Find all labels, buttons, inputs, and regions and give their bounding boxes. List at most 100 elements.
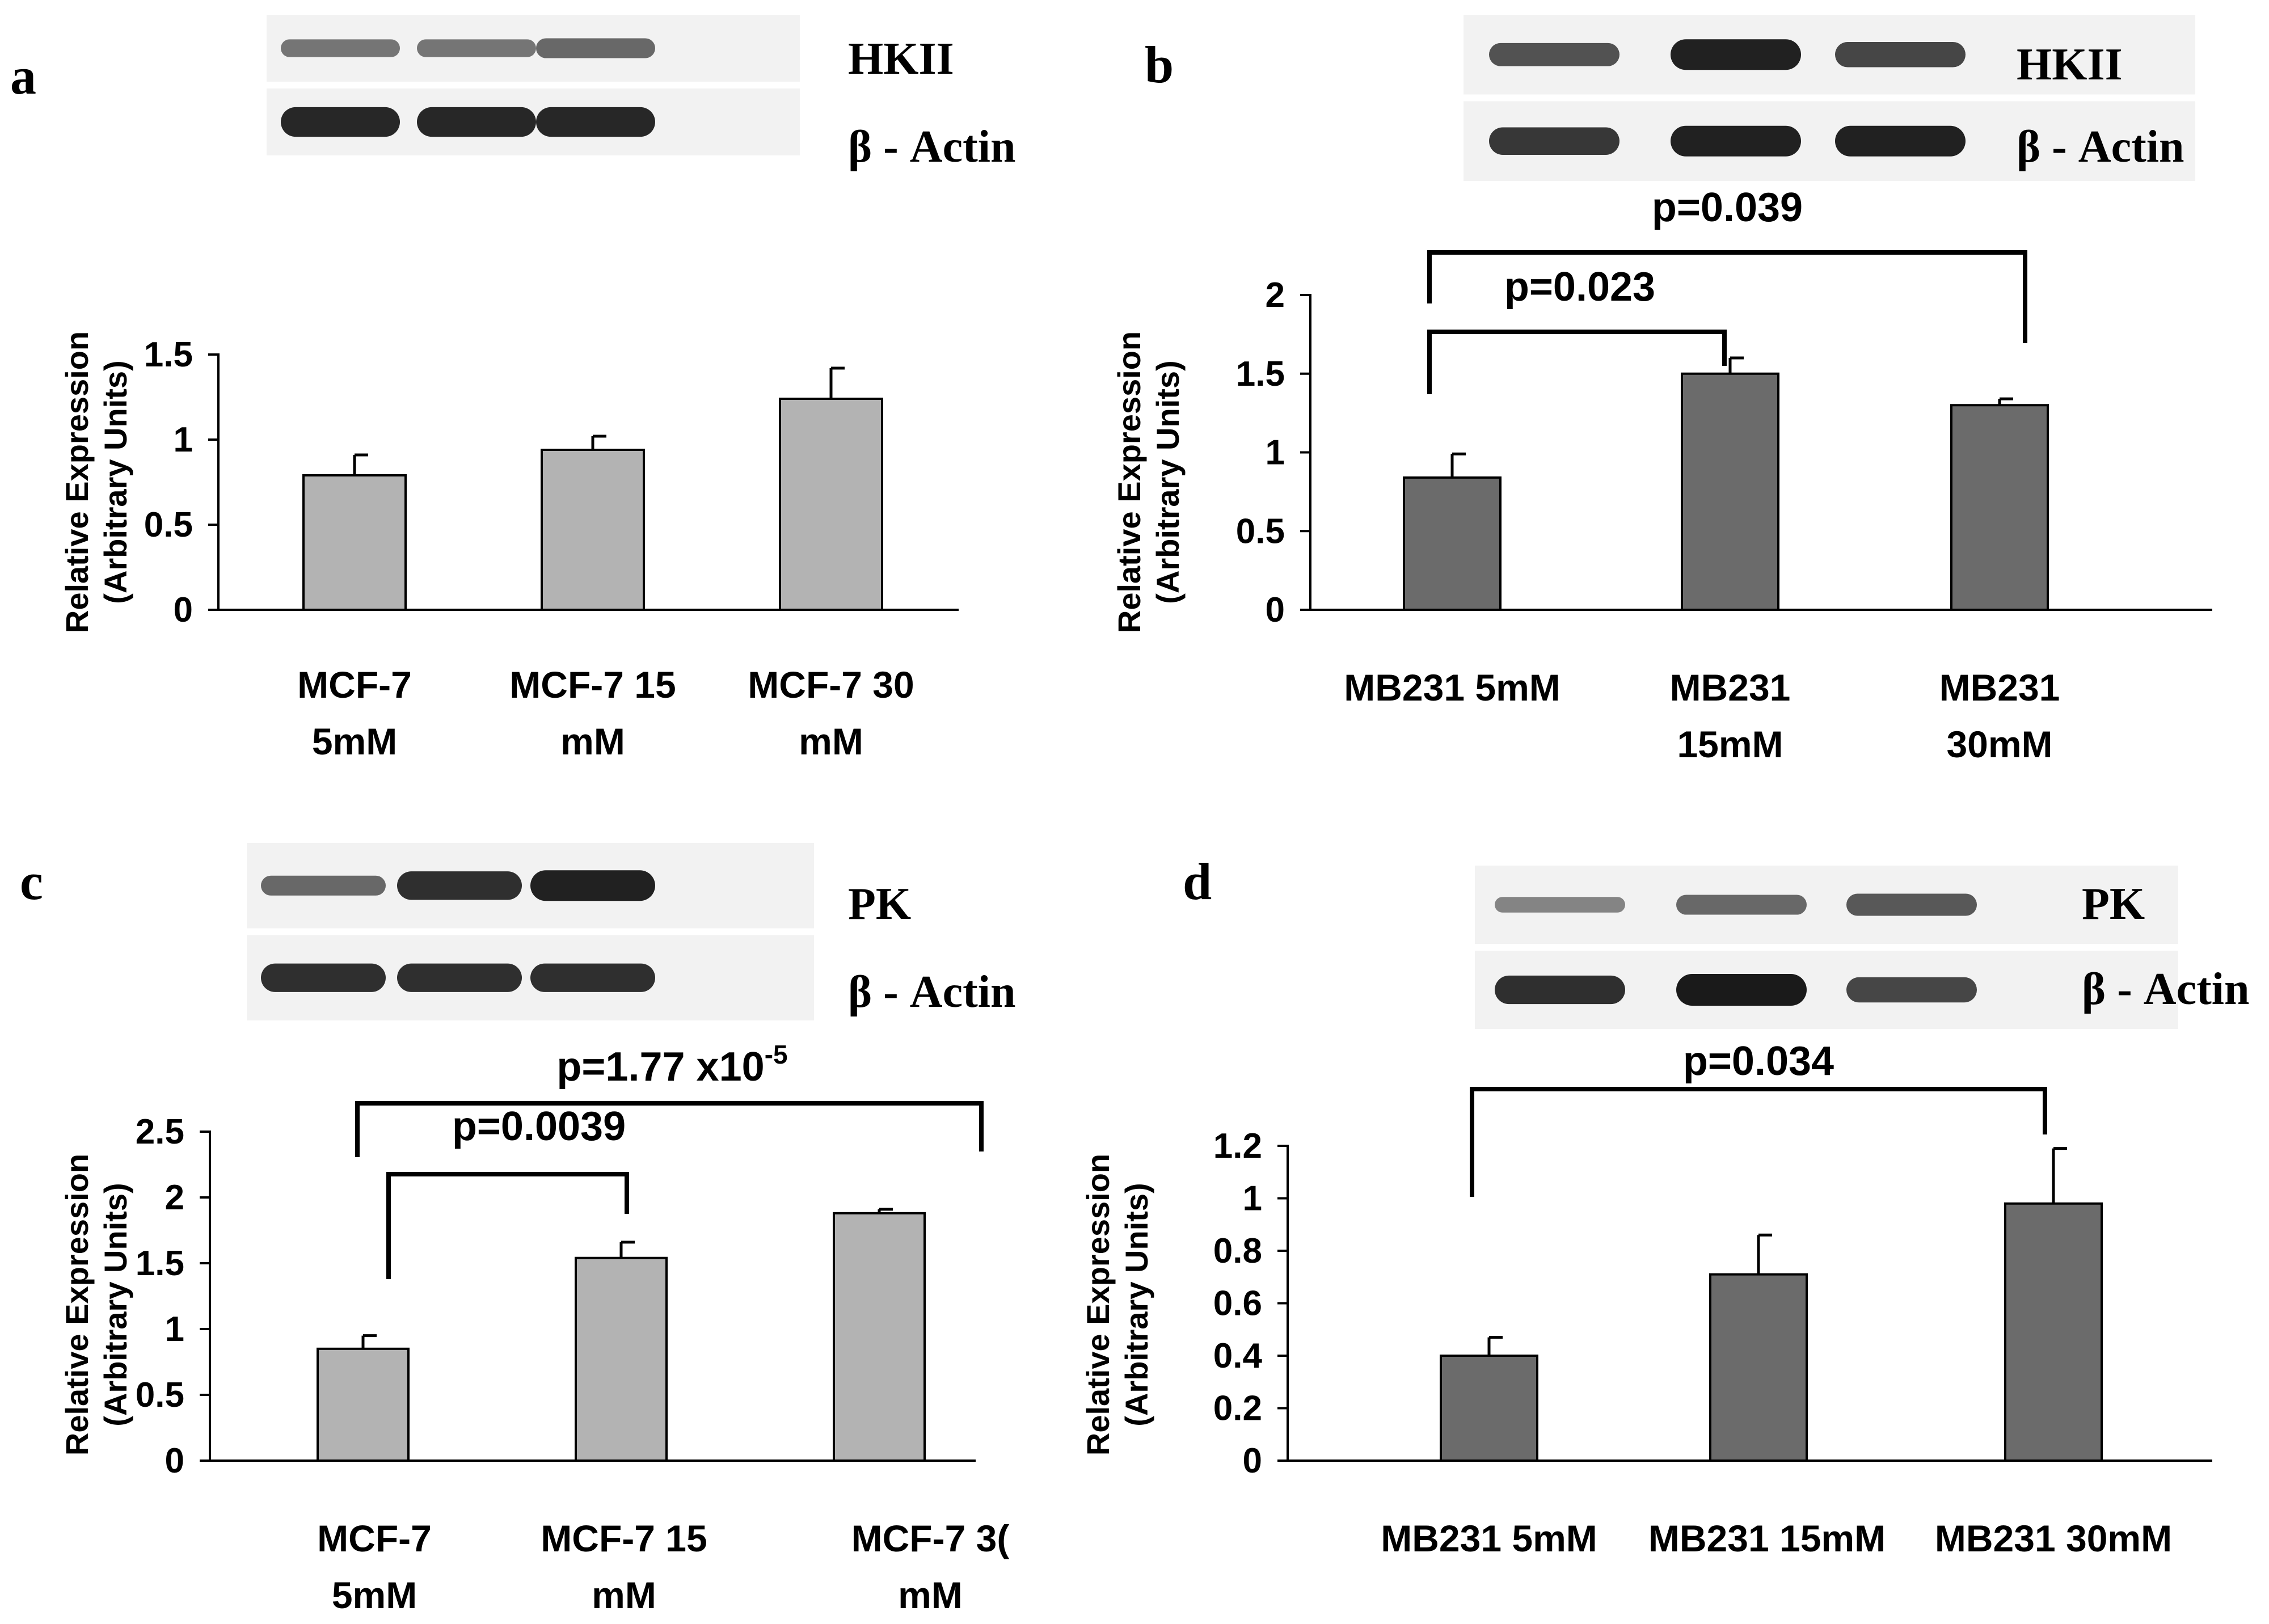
category-label-line: MCF-7 (317, 1517, 432, 1559)
bar (1403, 476, 1502, 611)
category-label: MB231 5mM (1344, 667, 1560, 708)
western-blot (1475, 866, 2178, 1029)
y-tick-label: 0.5 (1236, 512, 1285, 551)
category-label-line: 5mM (332, 1574, 417, 1616)
bar-chart-d: 0 0.2 0.4 0.6 0.8 1 1.2 Relative Expression(Arb… (1080, 1039, 2212, 1559)
blot-band (1676, 895, 1807, 915)
blot-band (1489, 43, 1619, 66)
bar (1709, 1273, 1808, 1462)
bar (1681, 372, 1779, 611)
western-blot (1464, 15, 2195, 181)
blot-band (1846, 893, 1977, 916)
y-tick-label: 2.5 (136, 1112, 184, 1151)
blot-band (1489, 127, 1619, 155)
y-tick-label: 2 (165, 1178, 184, 1217)
y-tick-label: 1.2 (1213, 1127, 1262, 1166)
y-tick-label: 1.5 (136, 1244, 184, 1283)
category-label-line: MB231 (1670, 667, 1791, 708)
blot-band (397, 871, 522, 900)
category-label-line: 5mM (312, 720, 397, 762)
bar (541, 449, 645, 611)
blot-band (281, 39, 400, 57)
y-axis-label-line: Relative Expression (59, 331, 95, 633)
panel-c: c PK β - Actin (20, 843, 1015, 1020)
significance-bracket (355, 1101, 984, 1157)
bar-chart-a: 0 0.5 1 1.5 Relative Expression(Arbitrary Un… (59, 331, 959, 762)
p-value-text: p=0.0039 (452, 1104, 626, 1149)
blot-band (530, 963, 655, 992)
western-blot (267, 15, 800, 155)
y-tick-label: 0.6 (1213, 1284, 1262, 1323)
p-value-text: p=0.034 (1683, 1039, 1834, 1084)
panel-letter: b (1145, 36, 1174, 94)
significance-bracket (386, 1172, 629, 1279)
significance-bracket (1427, 250, 2027, 343)
p-value-label: p=0.023 (1504, 264, 1655, 310)
y-tick-label: 0.8 (1213, 1231, 1262, 1271)
blot-band (536, 107, 655, 137)
category-label-line: MB231 15mM (1648, 1517, 1886, 1559)
category-label: MCF-7 30 mM (748, 664, 914, 762)
significance-bracket (1470, 1087, 2047, 1197)
blot-band (530, 870, 655, 901)
y-tick-label: 0.5 (136, 1376, 184, 1415)
bar (575, 1256, 668, 1462)
blot-band (536, 38, 655, 58)
p-value-text: p=1.77 x10 (556, 1044, 764, 1090)
y-axis-label-line: Relative Expression (1080, 1154, 1116, 1456)
y-tick-label: 2 (1266, 276, 1285, 315)
y-tick-label: 0.4 (1213, 1336, 1263, 1376)
blot-label: HKII (848, 34, 954, 84)
y-tick-label: 1 (174, 420, 193, 459)
blot-band (1835, 125, 1966, 157)
y-tick-label: 0 (174, 590, 193, 630)
blot-band (1846, 977, 1977, 1003)
blot-label: PK (2082, 879, 2145, 929)
y-tick-label: 0 (165, 1441, 184, 1480)
category-label: MB231 30mM (1935, 1517, 2172, 1559)
blot-band (397, 963, 522, 992)
y-tick-label: 1.5 (1236, 355, 1285, 394)
category-label-line: 15mM (1677, 723, 1783, 765)
significance-bracket (1427, 330, 1727, 394)
category-label: MB231 15mM (1670, 667, 1791, 765)
bar (1950, 404, 2049, 611)
blot-label: β - Actin (2082, 964, 2249, 1014)
category-label-line: MCF-7 30 (748, 664, 914, 706)
category-label-line: MCF-7 (297, 664, 412, 706)
category-label: MCF-7 3( mM (851, 1517, 1010, 1616)
bar (779, 398, 883, 611)
blot-band (281, 107, 400, 137)
y-axis-label: Relative Expression(Arbitrary Units) (1080, 1154, 1154, 1456)
western-blot (247, 843, 814, 1020)
category-label-line: mM (898, 1574, 963, 1616)
blot-label: β - Actin (848, 967, 1015, 1017)
p-value-label: p=0.034 (1683, 1039, 1834, 1084)
blot-band (417, 39, 536, 57)
category-label-line: mM (799, 720, 863, 762)
blot-band (1676, 974, 1807, 1006)
category-label: MB231 5mM (1381, 1517, 1597, 1559)
category-label: MCF-7 15 mM (509, 664, 676, 762)
panel-letter: a (10, 47, 36, 105)
panel-letter: c (20, 853, 43, 910)
y-tick-label: 0.5 (144, 505, 193, 545)
y-tick-label: 1.5 (144, 335, 193, 374)
category-label: MB231 15mM (1648, 1517, 1886, 1559)
category-label-line: MCF-7 3( (851, 1517, 1010, 1559)
p-value-text: p=0.023 (1504, 264, 1655, 310)
blot-band (417, 107, 536, 137)
y-tick-label: 1 (1243, 1179, 1262, 1218)
blot-band (1671, 39, 1801, 70)
panel-b: b HKII β - Actin (1145, 15, 2195, 181)
p-value-label: p=0.0039 (452, 1104, 626, 1149)
p-value-exponent: -5 (765, 1040, 788, 1069)
bar (302, 474, 407, 611)
y-axis-label-line: Relative Expression (59, 1154, 95, 1456)
category-label-line: MB231 5mM (1381, 1517, 1597, 1559)
category-label: MB231 30mM (1939, 667, 2060, 765)
category-label-line: MB231 (1939, 667, 2060, 708)
y-axis-label-line: (Arbitrary Units) (1150, 360, 1186, 604)
y-axis-label: Relative Expression(Arbitrary Units) (1111, 331, 1186, 633)
